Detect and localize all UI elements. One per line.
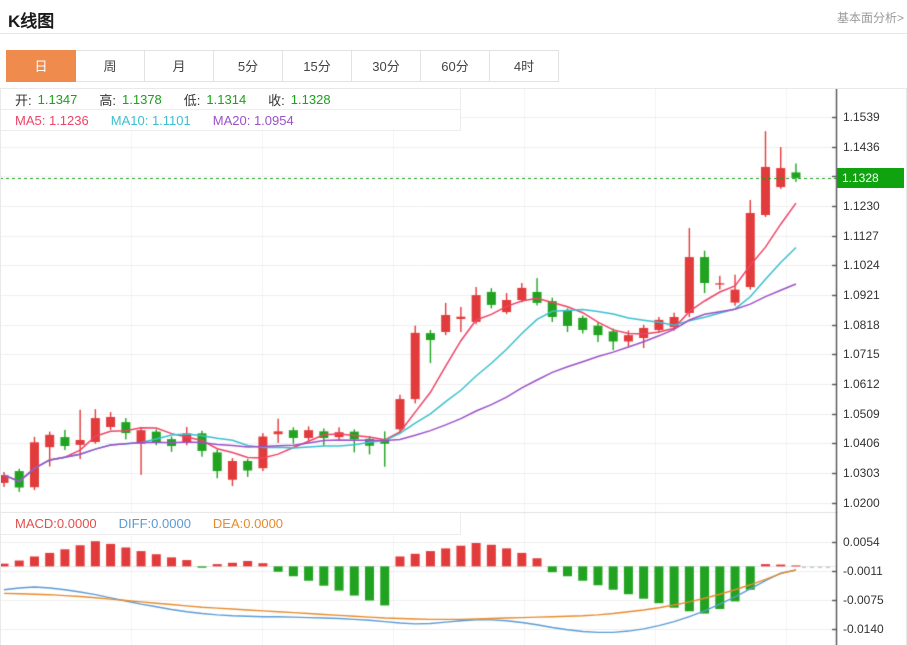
price-axis-tick: 1.0406	[843, 436, 880, 451]
macd-axis-tick: -0.0075	[843, 593, 884, 608]
price-axis-tick: 1.0715	[843, 347, 880, 362]
open-label: 开:	[15, 92, 32, 108]
diff-value-label: DIFF:0.0000	[118, 516, 191, 531]
price-axis-tick: 1.0612	[843, 377, 880, 392]
price-axis-tick: 1.1024	[843, 258, 880, 273]
price-axis-tick: 1.1127	[843, 228, 879, 243]
price-axis-tick: 1.1539	[843, 110, 880, 125]
period-tabbar: 日 周 月 5分 15分 30分 60分 4时	[6, 50, 559, 82]
macd-axis-tick: -0.0140	[843, 622, 884, 637]
page-title: K线图	[8, 12, 55, 31]
low-value: 1.1314	[206, 91, 247, 107]
tab-week[interactable]: 周	[75, 50, 145, 82]
price-axis-tick: 1.1230	[843, 199, 880, 214]
price-axis-tick: 1.0818	[843, 317, 880, 332]
fundamental-analysis-link[interactable]: 基本面分析>	[836, 11, 904, 25]
high-value: 1.1378	[122, 91, 162, 107]
price-axis-tick: 1.1436	[843, 139, 880, 154]
tab-day[interactable]: 日	[6, 50, 76, 82]
tab-5min[interactable]: 5分	[213, 50, 283, 82]
tab-30min[interactable]: 30分	[351, 50, 421, 82]
tab-4hour[interactable]: 4时	[489, 50, 559, 82]
tab-15min[interactable]: 15分	[282, 50, 352, 82]
ma-legend: MA5: 1.1236 MA10: 1.1101 MA20: 1.0954	[1, 110, 461, 131]
low-label: 低:	[183, 92, 201, 108]
current-price-badge: 1.1328	[837, 167, 904, 188]
dea-value-label: DEA:0.0000	[212, 516, 284, 531]
macd-legend: MACD:0.0000 DIFF:0.0000 DEA:0.0000	[1, 513, 461, 535]
open-value: 1.1347	[37, 91, 78, 107]
macd-axis-tick: 0.0054	[843, 535, 880, 550]
price-axis-tick: 1.0509	[843, 406, 880, 421]
ma20-label: MA20: 1.0954	[212, 112, 294, 128]
macd-axis-tick: -0.0011	[843, 564, 883, 579]
kline-chart-canvas[interactable]	[0, 88, 838, 645]
price-axis-tick: 1.0303	[843, 466, 880, 481]
tab-month[interactable]: 月	[144, 50, 214, 82]
close-label: 收:	[268, 92, 285, 108]
ma5-label: MA5: 1.1236	[15, 112, 89, 128]
header-divider	[0, 33, 907, 34]
high-label: 高:	[99, 92, 117, 108]
ohlc-legend: 开: 1.1347 高: 1.1378 低: 1.1314 收: 1.1328	[1, 89, 461, 110]
close-value: 1.1328	[290, 91, 331, 107]
ma10-label: MA10: 1.1101	[110, 112, 191, 128]
tab-60min[interactable]: 60分	[420, 50, 490, 82]
price-axis-tick: 1.0200	[843, 495, 880, 510]
price-axis-tick: 1.0921	[843, 288, 880, 303]
macd-value-label: MACD:0.0000	[15, 516, 97, 531]
